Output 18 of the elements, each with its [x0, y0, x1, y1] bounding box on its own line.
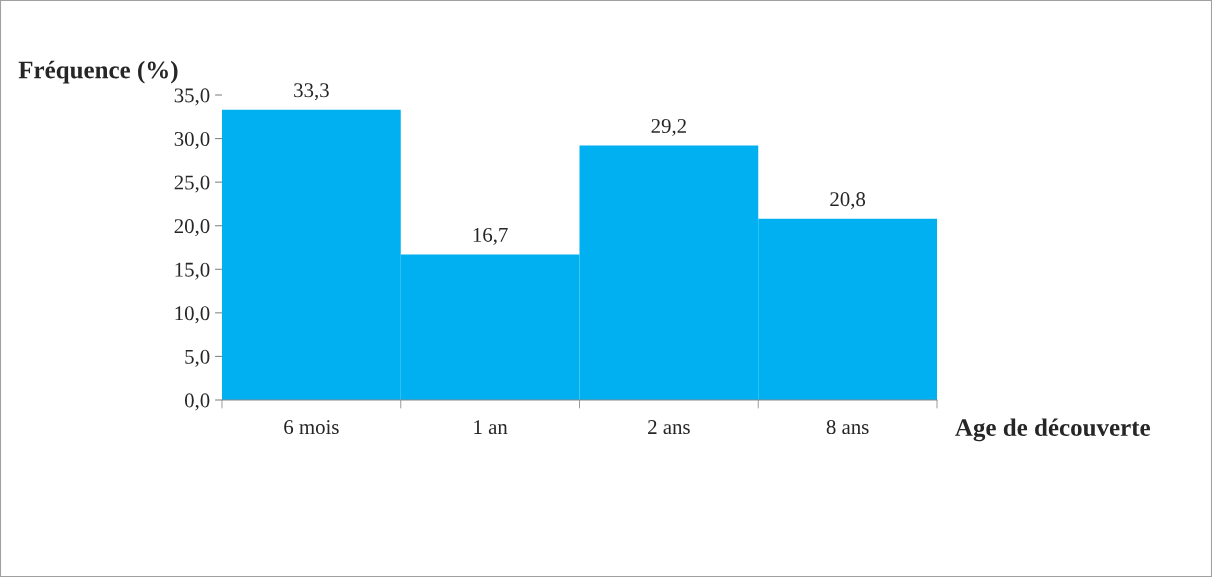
y-tick-label: 10,0 [175, 306, 210, 324]
y-tick-label: 35,0 [174, 88, 210, 106]
data-label: 29,2 [651, 118, 686, 136]
y-tick-label: 20,0 [174, 219, 210, 237]
x-tick-label: 1 an [474, 420, 508, 435]
y-tick-label: 30,0 [174, 131, 210, 149]
y-tick-label: 25,0 [174, 175, 210, 193]
y-tick-label: 5,0 [185, 349, 210, 367]
data-label: 20,8 [830, 192, 866, 210]
x-tick-label: 8 ans [826, 420, 869, 435]
data-label: 33,3 [294, 83, 329, 101]
data-label: 16,7 [473, 227, 508, 245]
y-axis-title: Fréquence (%) [18, 60, 178, 84]
x-tick-label: 6 mois [284, 420, 339, 435]
x-axis-title: Age de découverte [955, 418, 1150, 442]
x-tick-label: 2 ans [648, 420, 690, 435]
y-tick-label: 15,0 [175, 262, 210, 280]
y-tick-label: 0,0 [184, 393, 210, 411]
